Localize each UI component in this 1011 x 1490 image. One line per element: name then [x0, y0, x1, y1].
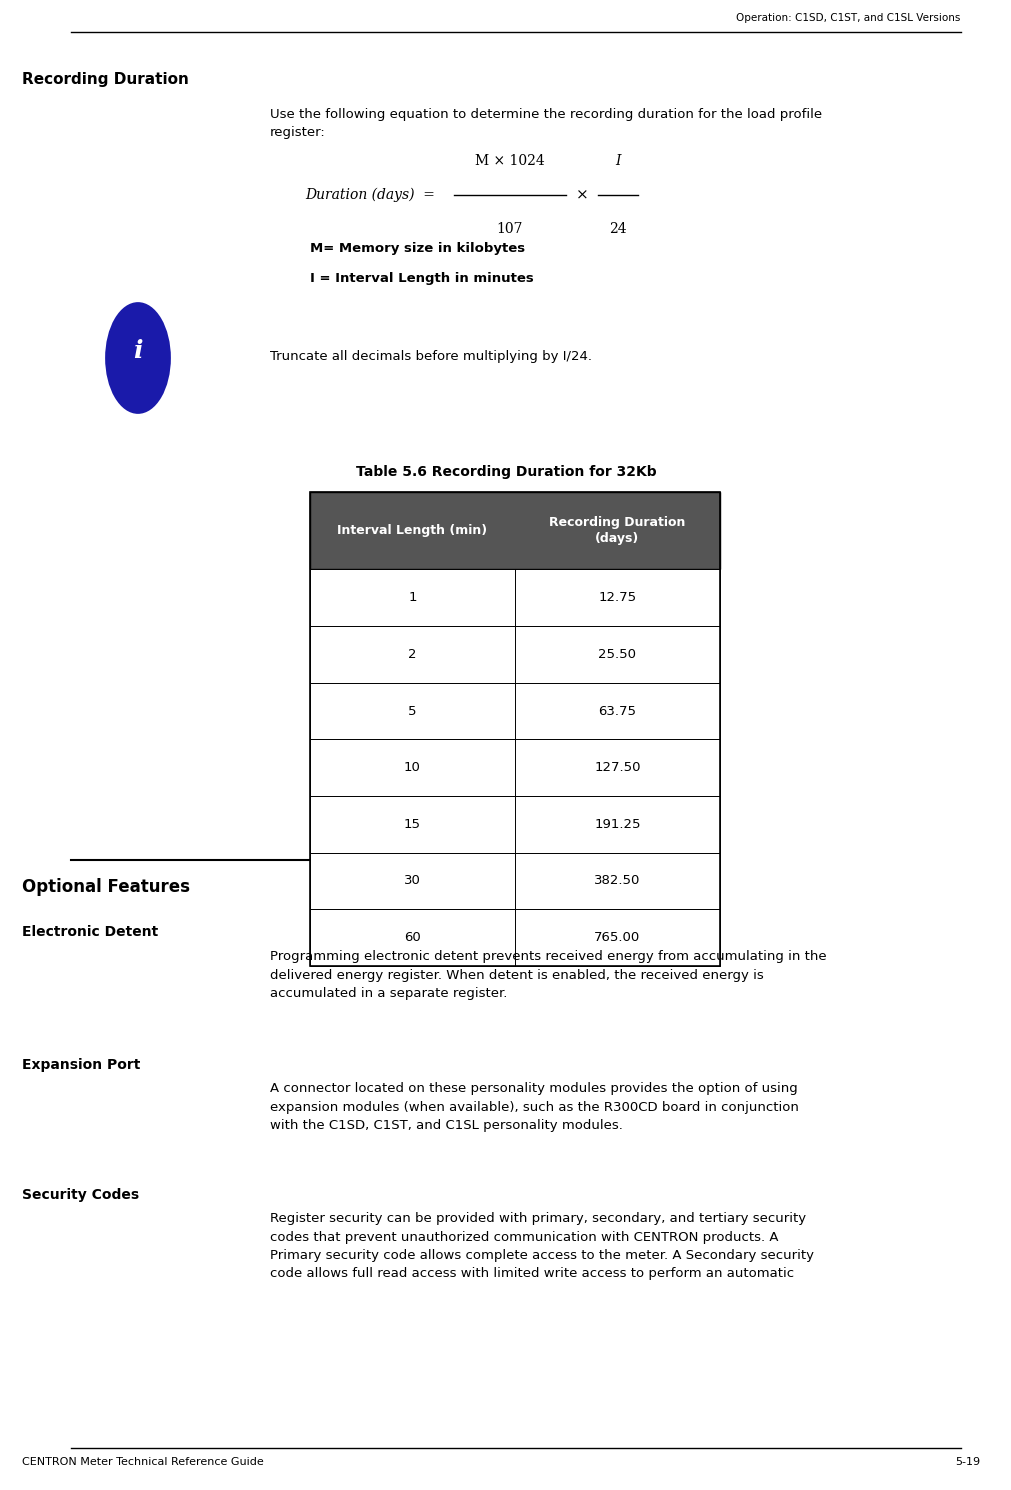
FancyBboxPatch shape — [309, 492, 719, 569]
Text: 382.50: 382.50 — [593, 875, 640, 888]
Text: 30: 30 — [403, 875, 421, 888]
Text: Recording Duration: Recording Duration — [22, 72, 189, 86]
FancyBboxPatch shape — [309, 569, 719, 626]
FancyBboxPatch shape — [309, 739, 719, 796]
Text: Recording Duration
(days): Recording Duration (days) — [549, 516, 685, 545]
Text: Duration (days)  =: Duration (days) = — [305, 188, 435, 203]
Text: 60: 60 — [403, 931, 421, 945]
Text: ×: × — [575, 188, 587, 203]
Text: Operation: C1SD, C1ST, and C1SL Versions: Operation: C1SD, C1ST, and C1SL Versions — [735, 13, 959, 22]
Text: 12.75: 12.75 — [598, 592, 636, 605]
Text: Use the following equation to determine the recording duration for the load prof: Use the following equation to determine … — [270, 107, 821, 139]
Text: Table 5.6 Recording Duration for 32Kb: Table 5.6 Recording Duration for 32Kb — [355, 465, 656, 478]
Text: 5-19: 5-19 — [954, 1457, 979, 1468]
Text: 765.00: 765.00 — [593, 931, 640, 945]
Text: Security Codes: Security Codes — [22, 1188, 139, 1202]
Text: 25.50: 25.50 — [598, 648, 636, 662]
Text: Programming electronic detent prevents received energy from accumulating in the
: Programming electronic detent prevents r… — [270, 951, 826, 1000]
Text: 2: 2 — [407, 648, 417, 662]
Text: I: I — [615, 153, 620, 168]
Text: 15: 15 — [403, 818, 421, 831]
Text: Optional Features: Optional Features — [22, 878, 190, 895]
Text: 1: 1 — [407, 592, 417, 605]
Text: i: i — [133, 338, 143, 362]
Text: 191.25: 191.25 — [593, 818, 640, 831]
Text: Electronic Detent: Electronic Detent — [22, 925, 158, 939]
Text: M= Memory size in kilobytes: M= Memory size in kilobytes — [309, 241, 525, 255]
Text: M × 1024: M × 1024 — [474, 153, 544, 168]
Text: Interval Length (min): Interval Length (min) — [337, 524, 487, 538]
Text: 10: 10 — [403, 761, 421, 775]
Text: 63.75: 63.75 — [598, 705, 636, 718]
FancyBboxPatch shape — [309, 909, 719, 966]
FancyBboxPatch shape — [309, 626, 719, 682]
Text: 24: 24 — [609, 222, 626, 235]
Text: A connector located on these personality modules provides the option of using
ex: A connector located on these personality… — [270, 1082, 798, 1132]
Text: I = Interval Length in minutes: I = Interval Length in minutes — [309, 273, 533, 285]
Text: Truncate all decimals before multiplying by I/24.: Truncate all decimals before multiplying… — [270, 350, 591, 364]
Text: CENTRON Meter Technical Reference Guide: CENTRON Meter Technical Reference Guide — [22, 1457, 264, 1468]
Text: Expansion Port: Expansion Port — [22, 1058, 141, 1071]
FancyBboxPatch shape — [309, 852, 719, 909]
Text: 5: 5 — [407, 705, 417, 718]
Text: 107: 107 — [496, 222, 523, 235]
Text: Register security can be provided with primary, secondary, and tertiary security: Register security can be provided with p… — [270, 1211, 813, 1280]
FancyBboxPatch shape — [309, 796, 719, 852]
Text: 127.50: 127.50 — [593, 761, 640, 775]
FancyBboxPatch shape — [309, 682, 719, 739]
Ellipse shape — [105, 302, 171, 414]
